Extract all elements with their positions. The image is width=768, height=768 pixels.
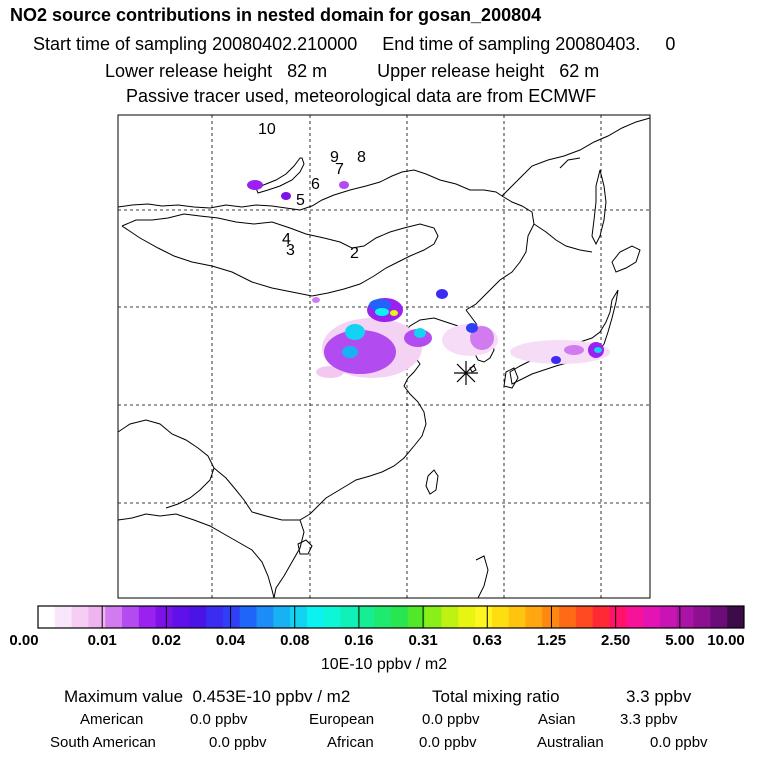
colorbar-cell [273, 606, 291, 628]
maximum-value-label: Maximum value 0.453E-10 ppbv / m2 [64, 687, 351, 706]
colorbar-cell [105, 606, 123, 628]
tracer-info-line: Passive tracer used, meteorological data… [126, 86, 597, 106]
colorbar-cell [559, 606, 577, 628]
release-height-line: Lower release height 82 m Upper release … [105, 61, 600, 81]
region-value-american: 0.0 ppbv [190, 711, 248, 728]
trajectory-label: 10 [258, 121, 276, 138]
colorbar-cell [407, 606, 426, 628]
region-name-australian: Australian [537, 734, 604, 751]
trajectory-label: 8 [357, 149, 366, 166]
trajectory-labels: 10 9 7 8 6 5 4 3 2 [258, 121, 366, 262]
receptor-asterisk-marker [454, 361, 478, 385]
colorbar-cell [374, 606, 392, 628]
concentration-field [247, 180, 610, 378]
colorbar-units: 10E-10 ppbv / m2 [320, 656, 448, 673]
colorbar-tick-label: 5.00 [665, 632, 695, 649]
colorbar-tick-label: 1.25 [536, 632, 567, 649]
trajectory-label: 7 [335, 161, 344, 178]
colorbar-cell [441, 606, 459, 628]
region-value-asian: 3.3 ppbv [620, 711, 678, 728]
region-name-american: American [80, 711, 144, 728]
colorbar-cell [122, 606, 140, 628]
colorbar-tick-label: 2.50 [601, 632, 631, 649]
colorbar-cell [710, 606, 728, 628]
colorbar-cell [256, 606, 274, 628]
sampling-time-line: Start time of sampling 20080402.210000 E… [33, 34, 676, 54]
colorbar-tick-label: 0.00 [9, 632, 39, 649]
region-name-african: African [327, 734, 374, 751]
colorbar-cell [542, 606, 560, 628]
colorbar-tick-label: 10.00 [707, 632, 745, 649]
colorbar-cell [206, 606, 224, 628]
region-value-south-american: 0.0 ppbv [209, 734, 267, 751]
colorbar-cell [88, 606, 106, 628]
trajectory-label: 2 [350, 245, 359, 262]
colorbar-cell [659, 606, 678, 628]
colorbar-cell [676, 606, 694, 628]
plot-title: NO2 source contributions in nested domai… [10, 5, 542, 25]
colorbar-cell [340, 606, 358, 628]
colorbar-cell [475, 606, 493, 628]
colorbar-tick-label: 0.02 [151, 632, 181, 649]
colorbar-cell [508, 606, 526, 628]
trajectory-label: 5 [296, 192, 305, 209]
colorbar-cell [290, 606, 308, 628]
colorbar-cell [458, 606, 476, 628]
colorbar-cell [138, 606, 157, 628]
colorbar-cell [525, 606, 543, 628]
colorbar-tick-label: 0.08 [280, 632, 310, 649]
colorbar-cell [189, 606, 207, 628]
colorbar-cell [323, 606, 341, 628]
region-name-european: European [309, 711, 375, 728]
colorbar-cell [643, 606, 661, 628]
colorbar-cell [155, 606, 173, 628]
colorbar-cell [592, 606, 610, 628]
region-value-african: 0.0 ppbv [419, 734, 477, 751]
trajectory-label: 4 [282, 231, 291, 248]
region-name-south-american: South American [50, 734, 156, 751]
colorbar-cell [357, 606, 375, 628]
trajectory-label: 9 [330, 149, 339, 166]
region-name-asian: Asian [538, 711, 576, 728]
trajectory-label: 6 [311, 176, 320, 193]
colorbar-tick-label: 0.01 [87, 632, 117, 649]
colorbar-cell [693, 606, 711, 628]
total-mixing-value: 3.3 ppbv [626, 687, 692, 706]
colorbar-cell [575, 606, 594, 628]
colorbar-tick-label: 0.31 [408, 632, 438, 649]
colorbar-cell [38, 606, 56, 628]
colorbar-cell [609, 606, 627, 628]
colorbar-cell [727, 606, 745, 628]
trajectory-label: 3 [286, 242, 295, 259]
colorbar-tick-label: 0.04 [215, 632, 246, 649]
colorbar-tick-label: 0.63 [472, 632, 502, 649]
region-value-european: 0.0 ppbv [422, 711, 480, 728]
colorbar-cell [222, 606, 241, 628]
colorbar-cell [172, 606, 190, 628]
colorbar-tick-label: 0.16 [344, 632, 374, 649]
colorbar-cell [54, 606, 73, 628]
colorbar-cell [424, 606, 442, 628]
total-mixing-label: Total mixing ratio [432, 687, 560, 706]
colorbar-cell [239, 606, 257, 628]
colorbar-cell [491, 606, 510, 628]
colorbar-cell [306, 606, 325, 628]
colorbar-cell [391, 606, 409, 628]
region-value-australian: 0.0 ppbv [650, 734, 708, 751]
colorbar-cell [626, 606, 644, 628]
colorbar-cell [71, 606, 89, 628]
